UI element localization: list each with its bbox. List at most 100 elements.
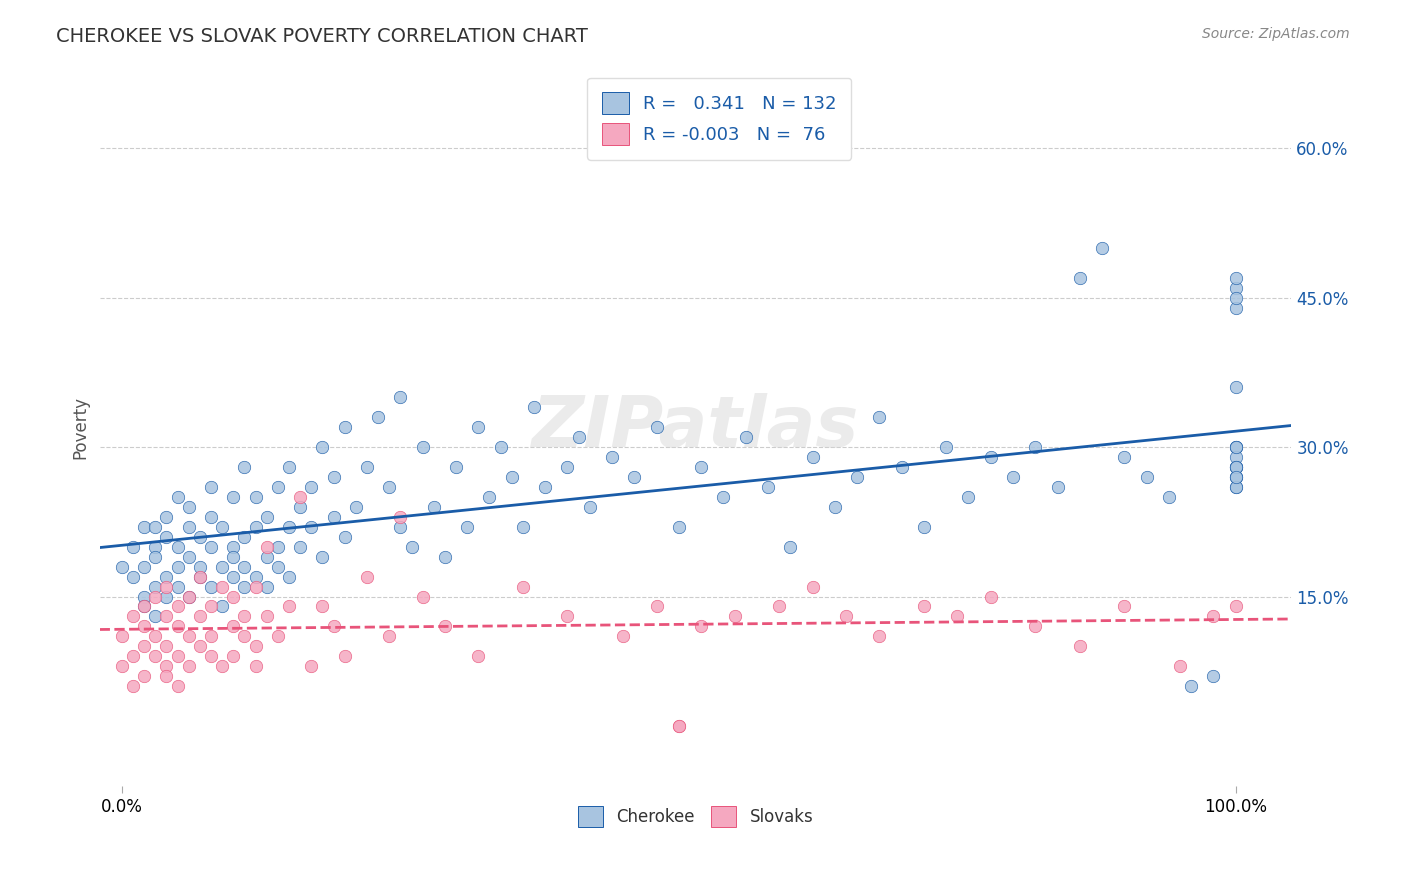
Point xyxy=(267,629,290,643)
Point xyxy=(846,470,869,484)
Point xyxy=(801,450,824,464)
Point xyxy=(1225,480,1247,494)
Point xyxy=(389,509,412,524)
Point xyxy=(1091,241,1114,255)
Point xyxy=(155,580,177,594)
Point xyxy=(1024,619,1046,633)
Point xyxy=(333,420,356,434)
Point xyxy=(233,629,256,643)
Point xyxy=(768,599,790,614)
Point xyxy=(467,649,489,664)
Point xyxy=(980,450,1002,464)
Point xyxy=(134,520,156,534)
Point xyxy=(801,580,824,594)
Point xyxy=(756,480,779,494)
Point xyxy=(143,590,166,604)
Point xyxy=(155,509,177,524)
Point xyxy=(233,580,256,594)
Point xyxy=(401,540,423,554)
Point xyxy=(111,559,134,574)
Point xyxy=(1225,291,1247,305)
Point xyxy=(155,530,177,544)
Point xyxy=(912,599,935,614)
Point xyxy=(200,540,222,554)
Point xyxy=(578,500,600,514)
Point xyxy=(111,629,134,643)
Point xyxy=(1225,450,1247,464)
Point xyxy=(557,609,579,624)
Point xyxy=(233,530,256,544)
Point xyxy=(122,679,145,693)
Point xyxy=(267,540,290,554)
Point xyxy=(389,520,412,534)
Point xyxy=(122,569,145,583)
Point xyxy=(122,649,145,664)
Point xyxy=(512,580,534,594)
Point xyxy=(177,629,200,643)
Point xyxy=(1225,380,1247,394)
Text: CHEROKEE VS SLOVAK POVERTY CORRELATION CHART: CHEROKEE VS SLOVAK POVERTY CORRELATION C… xyxy=(56,27,588,45)
Point xyxy=(245,569,267,583)
Point xyxy=(1136,470,1159,484)
Point xyxy=(245,640,267,654)
Point xyxy=(478,490,501,504)
Point xyxy=(433,549,456,564)
Point xyxy=(143,549,166,564)
Point xyxy=(311,599,333,614)
Point xyxy=(623,470,645,484)
Point xyxy=(155,590,177,604)
Point xyxy=(333,530,356,544)
Point xyxy=(177,659,200,673)
Point xyxy=(1046,480,1069,494)
Point xyxy=(835,609,858,624)
Point xyxy=(1069,640,1091,654)
Point xyxy=(957,490,980,504)
Point xyxy=(668,719,690,733)
Point xyxy=(166,619,188,633)
Point xyxy=(134,590,156,604)
Point xyxy=(134,619,156,633)
Point xyxy=(200,580,222,594)
Point xyxy=(1202,669,1225,683)
Point xyxy=(1157,490,1180,504)
Point xyxy=(690,619,713,633)
Point xyxy=(278,599,301,614)
Point xyxy=(1225,270,1247,285)
Point xyxy=(412,590,434,604)
Point xyxy=(935,440,957,454)
Point xyxy=(1225,440,1247,454)
Point xyxy=(868,629,890,643)
Point xyxy=(444,460,467,475)
Point xyxy=(256,580,278,594)
Point xyxy=(155,609,177,624)
Point xyxy=(299,520,322,534)
Point xyxy=(367,410,389,425)
Point xyxy=(155,659,177,673)
Point xyxy=(155,640,177,654)
Point xyxy=(211,520,233,534)
Point xyxy=(1225,470,1247,484)
Point xyxy=(245,659,267,673)
Point xyxy=(734,430,756,444)
Point xyxy=(389,390,412,404)
Point xyxy=(233,609,256,624)
Point xyxy=(467,420,489,434)
Point xyxy=(122,540,145,554)
Point xyxy=(980,590,1002,604)
Point xyxy=(278,569,301,583)
Point xyxy=(1225,460,1247,475)
Point xyxy=(245,580,267,594)
Point xyxy=(233,559,256,574)
Text: Source: ZipAtlas.com: Source: ZipAtlas.com xyxy=(1202,27,1350,41)
Point xyxy=(1114,450,1136,464)
Point xyxy=(222,549,245,564)
Y-axis label: Poverty: Poverty xyxy=(72,396,89,458)
Point xyxy=(166,580,188,594)
Point xyxy=(1225,460,1247,475)
Point xyxy=(222,490,245,504)
Point xyxy=(278,460,301,475)
Point xyxy=(600,450,623,464)
Point xyxy=(645,599,668,614)
Point xyxy=(423,500,446,514)
Point xyxy=(356,569,378,583)
